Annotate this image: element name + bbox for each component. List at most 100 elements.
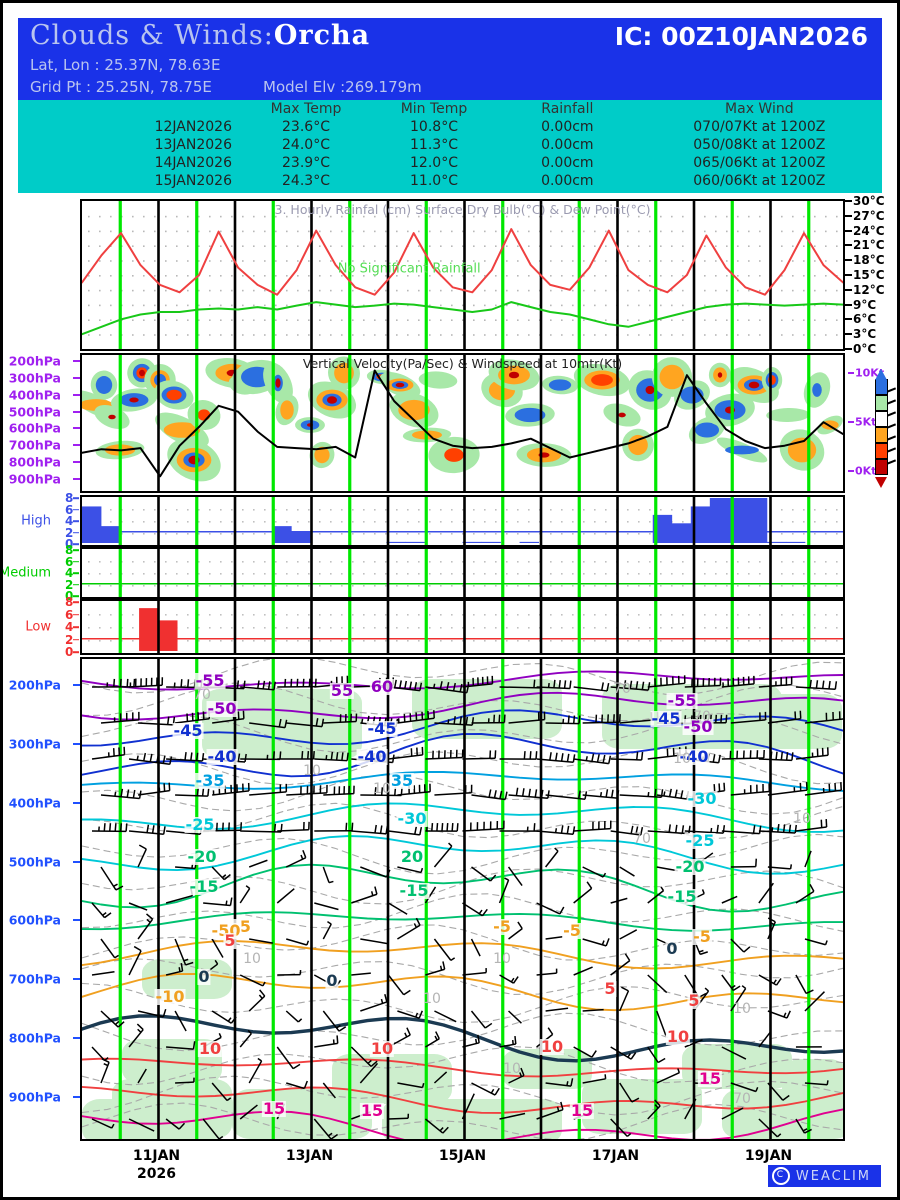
grid-dot <box>242 614 244 616</box>
midday-marker-line <box>730 355 734 491</box>
windspeed-10m-line <box>82 369 843 478</box>
grid-dot <box>649 275 651 277</box>
grid-dot <box>660 334 662 336</box>
grid-dot <box>209 614 211 616</box>
vertical-velocity-contour <box>108 414 116 420</box>
grid-dot <box>297 275 299 277</box>
grid-dot <box>396 521 398 523</box>
grid-dot <box>319 509 321 511</box>
grid-dot <box>165 289 167 292</box>
wind-barb-icon <box>767 710 802 724</box>
humidity-label: 10 <box>673 751 691 767</box>
wind-barb-icon <box>804 991 825 1012</box>
vertical-velocity-contour <box>812 383 822 397</box>
grid-dot <box>572 509 574 511</box>
grid-dot <box>759 640 761 642</box>
grid-dot <box>704 304 706 307</box>
series-Dew Point(°C) <box>82 301 843 336</box>
grid-dot <box>495 561 497 563</box>
grid-dot <box>836 334 838 336</box>
grid-dot <box>462 304 464 307</box>
grid-dot <box>99 245 101 247</box>
grid-dot <box>231 275 233 277</box>
temp-axis-tick: 0°C <box>853 342 877 356</box>
grid-dot <box>231 521 233 523</box>
grid-dot <box>737 334 739 336</box>
cell-date: 12JAN2026 <box>154 119 232 135</box>
wind-barb-icon <box>573 1046 597 1058</box>
temp-axis-tickmark <box>845 200 852 202</box>
grid-dot <box>484 640 486 642</box>
grid-dot <box>572 585 574 587</box>
grid-dot <box>99 260 101 262</box>
wind-barb-icon <box>322 921 332 940</box>
grid-dot <box>253 275 255 277</box>
grid-dot <box>451 289 453 292</box>
grid-dot <box>396 230 398 233</box>
grid-dot <box>605 640 607 642</box>
grid-dot <box>737 304 739 307</box>
grid-dot <box>627 573 629 575</box>
grid-dot <box>517 509 519 511</box>
grid-dot <box>429 561 431 563</box>
grid-dot <box>583 573 585 575</box>
grid-dot <box>165 573 167 575</box>
grid-dot <box>528 533 530 535</box>
grid-dot <box>638 230 640 233</box>
grid-dot <box>187 334 189 336</box>
grid-dot <box>803 640 805 642</box>
day-separator-line <box>386 549 390 597</box>
vertical-velocity-contour <box>548 379 572 391</box>
grid-dot <box>737 245 739 247</box>
grid-dot <box>638 304 640 307</box>
initial-condition-label: IC: 00Z10JAN2026 <box>614 22 868 51</box>
grid-dot <box>814 230 816 233</box>
grid-dot <box>363 304 365 307</box>
grid-dot <box>748 304 750 307</box>
forecast-summary-table: Max Temp Min Temp Rainfall Max Wind 12JA… <box>18 100 882 193</box>
wind-barb-icon <box>129 677 164 688</box>
midday-marker-line <box>271 497 275 545</box>
grid-dot <box>495 521 497 523</box>
midday-marker-line <box>271 355 275 491</box>
wind-barb-icon <box>730 858 758 868</box>
grid-dot <box>825 533 827 535</box>
wind-barb-icon <box>573 966 593 976</box>
wind-barb-icon <box>360 866 391 878</box>
grid-dot <box>253 304 255 307</box>
grid-dot <box>407 614 409 616</box>
vertical-velocity-contour <box>725 445 759 455</box>
grid-dot <box>517 614 519 616</box>
vertical-velocity-contour <box>766 408 810 422</box>
wind-barb-icon <box>174 938 194 966</box>
grid-dot <box>99 573 101 575</box>
grid-dot <box>682 245 684 247</box>
grid-dot <box>165 319 167 321</box>
day-separator-line <box>769 201 772 349</box>
wind-barb-icon <box>508 787 550 800</box>
vertical-velocity-contour <box>129 397 139 403</box>
wind-barb-icon <box>610 897 628 904</box>
isotherm-label: 5 <box>687 991 701 1010</box>
grid-dot <box>583 319 585 321</box>
midday-marker-line <box>654 355 658 491</box>
grid-dot <box>429 521 431 523</box>
grid-dot <box>88 260 90 262</box>
grid-dot <box>264 319 266 321</box>
grid-dot <box>814 640 816 642</box>
col-date <box>18 100 242 118</box>
grid-dot <box>99 334 101 336</box>
grid-dot <box>154 585 156 587</box>
grid-dot <box>209 573 211 575</box>
grid-dot <box>561 334 563 336</box>
isotherm-label: 15 <box>697 1069 723 1088</box>
grid-dot <box>506 260 508 262</box>
day-separator-line <box>157 355 160 491</box>
wind-barb-icon <box>573 682 610 692</box>
isotherm-15 <box>82 1108 843 1139</box>
isotherm-label: -40 <box>206 747 238 766</box>
midday-marker-line <box>501 659 505 1139</box>
grid-dot <box>583 585 585 587</box>
grid-dot <box>484 627 486 629</box>
grid-dot <box>110 585 112 587</box>
